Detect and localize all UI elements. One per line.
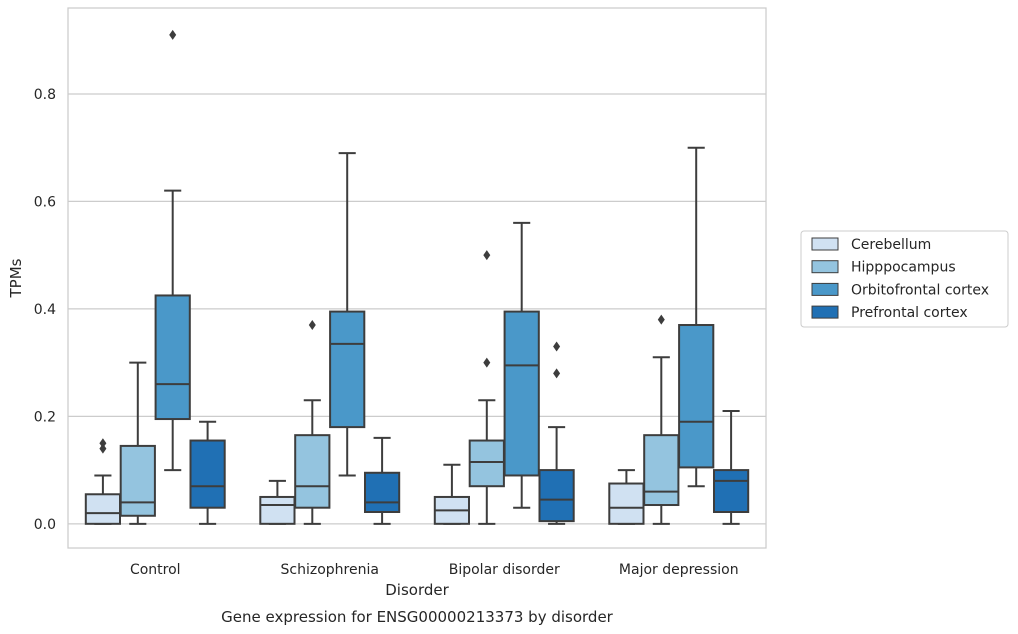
box-body (608, 482, 645, 525)
box-body (329, 310, 366, 429)
x-tick-labels: Control Schizophrenia Bipolar disorder Majo… (130, 562, 739, 578)
box-orbitofrontal-cortex (154, 29, 191, 472)
y-tick-label: 0.0 (34, 517, 56, 533)
box-cerebellum (433, 463, 471, 525)
outlier-point (483, 357, 491, 368)
box-prefrontal-cortex (363, 436, 401, 525)
outlier-point (99, 438, 107, 449)
outlier-point (308, 320, 316, 331)
box-body (189, 439, 226, 509)
outlier-point (99, 443, 107, 454)
box-cerebellum (259, 479, 296, 525)
box-cerebellum (608, 469, 645, 525)
y-tick-label: 0.2 (34, 409, 56, 425)
box-prefrontal-cortex (712, 409, 750, 525)
legend-label: Cerebellum (851, 237, 931, 253)
box-body (363, 471, 401, 514)
box-body (678, 324, 715, 469)
y-axis-label: TPMs (7, 258, 25, 298)
outlier-point (657, 314, 665, 325)
legend-swatch (811, 237, 839, 251)
box-prefrontal-cortex (189, 420, 226, 525)
y-tick-label: 0.6 (34, 194, 56, 210)
outlier-point (553, 368, 561, 379)
legend-swatch (811, 260, 839, 274)
outlier-point (483, 250, 491, 261)
box-body (154, 294, 191, 421)
y-tick-labels: 0.0 0.2 0.4 0.6 0.8 (34, 87, 56, 533)
legend-label: Prefrontal cortex (851, 305, 968, 321)
chart-caption: Gene expression for ENSG00000213373 by d… (221, 608, 614, 626)
y-tick-label: 0.4 (34, 302, 56, 318)
box-body (503, 310, 540, 477)
box-body (119, 444, 156, 517)
legend-swatch (811, 282, 839, 296)
box-body (712, 469, 750, 513)
box-prefrontal-cortex (538, 341, 575, 525)
box-body (259, 495, 296, 525)
outlier-point (553, 341, 561, 352)
x-tick-label: Control (130, 562, 181, 578)
legend: Cerebellum Hipppocampus Orbitofrontal cort… (800, 230, 1009, 328)
x-tick-label: Schizophrenia (281, 562, 379, 578)
outlier-point (169, 29, 177, 40)
box-groups (84, 29, 750, 525)
box-body (538, 469, 575, 523)
x-tick-label: Bipolar disorder (449, 562, 560, 578)
plot-frame (67, 7, 767, 549)
box-body (84, 493, 122, 525)
box-orbitofrontal-cortex (503, 221, 540, 509)
box-hipppocampus (119, 361, 156, 525)
legend-frame (800, 230, 1009, 328)
legend-label: Orbitofrontal cortex (851, 282, 989, 298)
box-orbitofrontal-cortex (329, 152, 366, 477)
y-tick-label: 0.8 (34, 87, 56, 103)
box-cerebellum (84, 438, 122, 525)
box-body (643, 434, 680, 507)
box-hipppocampus (643, 314, 680, 525)
legend-label: Hipppocampus (851, 260, 956, 276)
box-body (468, 439, 505, 488)
x-tick-label: Major depression (619, 562, 739, 578)
box-hipppocampus (294, 320, 331, 525)
legend-swatch (811, 305, 839, 319)
x-axis-label: Disorder (385, 581, 449, 599)
box-body (294, 434, 331, 509)
box-orbitofrontal-cortex (678, 146, 715, 488)
